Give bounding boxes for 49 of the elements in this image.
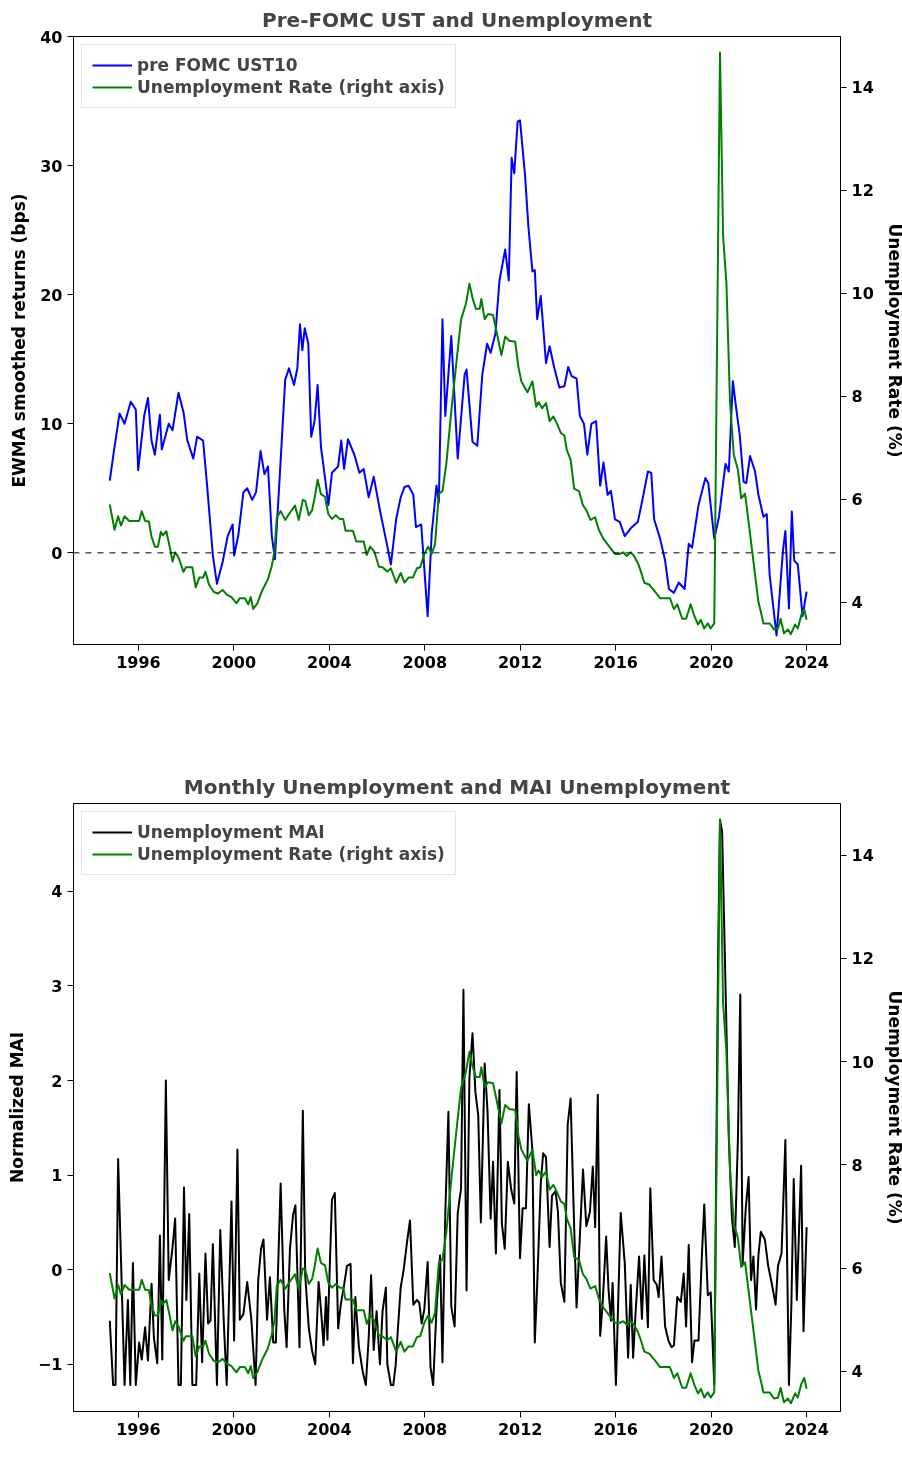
y-tick-label: 0 bbox=[51, 543, 63, 563]
x-tick-label: 2016 bbox=[593, 1419, 638, 1439]
y-axis-title: EWMA smoothed returns (bps) bbox=[9, 193, 30, 488]
x-tick-label: 2020 bbox=[688, 1419, 734, 1439]
x-tick-label: 1996 bbox=[116, 652, 161, 672]
y2-tick-label: 12 bbox=[851, 949, 874, 969]
x-tick-label: 2008 bbox=[402, 1419, 448, 1439]
y-tick-label: 3 bbox=[51, 976, 63, 996]
y-tick-label: 40 bbox=[40, 27, 63, 47]
y2-tick-label: 14 bbox=[851, 78, 874, 98]
legend-label: Unemployment MAI bbox=[137, 822, 325, 842]
x-tick-label: 2000 bbox=[211, 652, 257, 672]
y2-axis-title: Unemployment Rate (%) bbox=[884, 990, 902, 1225]
y-tick-label: 0 bbox=[51, 1260, 63, 1280]
x-tick-label: 2012 bbox=[497, 652, 543, 672]
x-tick-label: 2024 bbox=[784, 652, 829, 672]
legend-label: Unemployment Rate (right axis) bbox=[137, 77, 445, 97]
y2-tick-label: 14 bbox=[851, 846, 874, 866]
legend-label: pre FOMC UST10 bbox=[137, 55, 298, 75]
x-tick-label: 2004 bbox=[307, 1419, 352, 1439]
y2-tick-label: 10 bbox=[851, 1052, 874, 1072]
y-tick-label: 4 bbox=[51, 882, 63, 902]
y-tick-label: 1 bbox=[51, 1166, 63, 1186]
x-tick-label: 2004 bbox=[307, 652, 352, 672]
chart-title: Monthly Unemployment and MAI Unemployment bbox=[183, 774, 731, 799]
y-tick-label: 30 bbox=[40, 156, 63, 176]
y2-tick-label: 8 bbox=[851, 1155, 863, 1175]
y2-tick-label: 4 bbox=[851, 1362, 863, 1382]
x-tick-label: 2000 bbox=[211, 1419, 257, 1439]
y2-tick-label: 4 bbox=[851, 593, 863, 613]
x-tick-label: 2020 bbox=[688, 652, 734, 672]
y2-axis-title: Unemployment Rate (%) bbox=[884, 223, 902, 458]
y-tick-label: 2 bbox=[51, 1071, 63, 1091]
y2-tick-label: 10 bbox=[851, 284, 874, 304]
y2-tick-label: 8 bbox=[851, 387, 863, 407]
y-axis-title: Normalized MAI bbox=[6, 1031, 27, 1184]
x-tick-label: 2008 bbox=[402, 652, 448, 672]
chart-title: Pre-FOMC UST and Unemployment bbox=[262, 7, 653, 32]
x-tick-label: 2012 bbox=[497, 1419, 543, 1439]
y-tick-label: 10 bbox=[40, 414, 63, 434]
legend-label: Unemployment Rate (right axis) bbox=[137, 844, 445, 864]
y2-tick-label: 6 bbox=[851, 490, 863, 510]
y-tick-label: 20 bbox=[40, 285, 63, 305]
x-tick-label: 2024 bbox=[784, 1419, 829, 1439]
x-tick-label: 1996 bbox=[116, 1419, 161, 1439]
y2-tick-label: 6 bbox=[851, 1259, 863, 1279]
y-tick-label: −1 bbox=[37, 1355, 63, 1375]
y2-tick-label: 12 bbox=[851, 181, 874, 201]
x-tick-label: 2016 bbox=[593, 652, 638, 672]
